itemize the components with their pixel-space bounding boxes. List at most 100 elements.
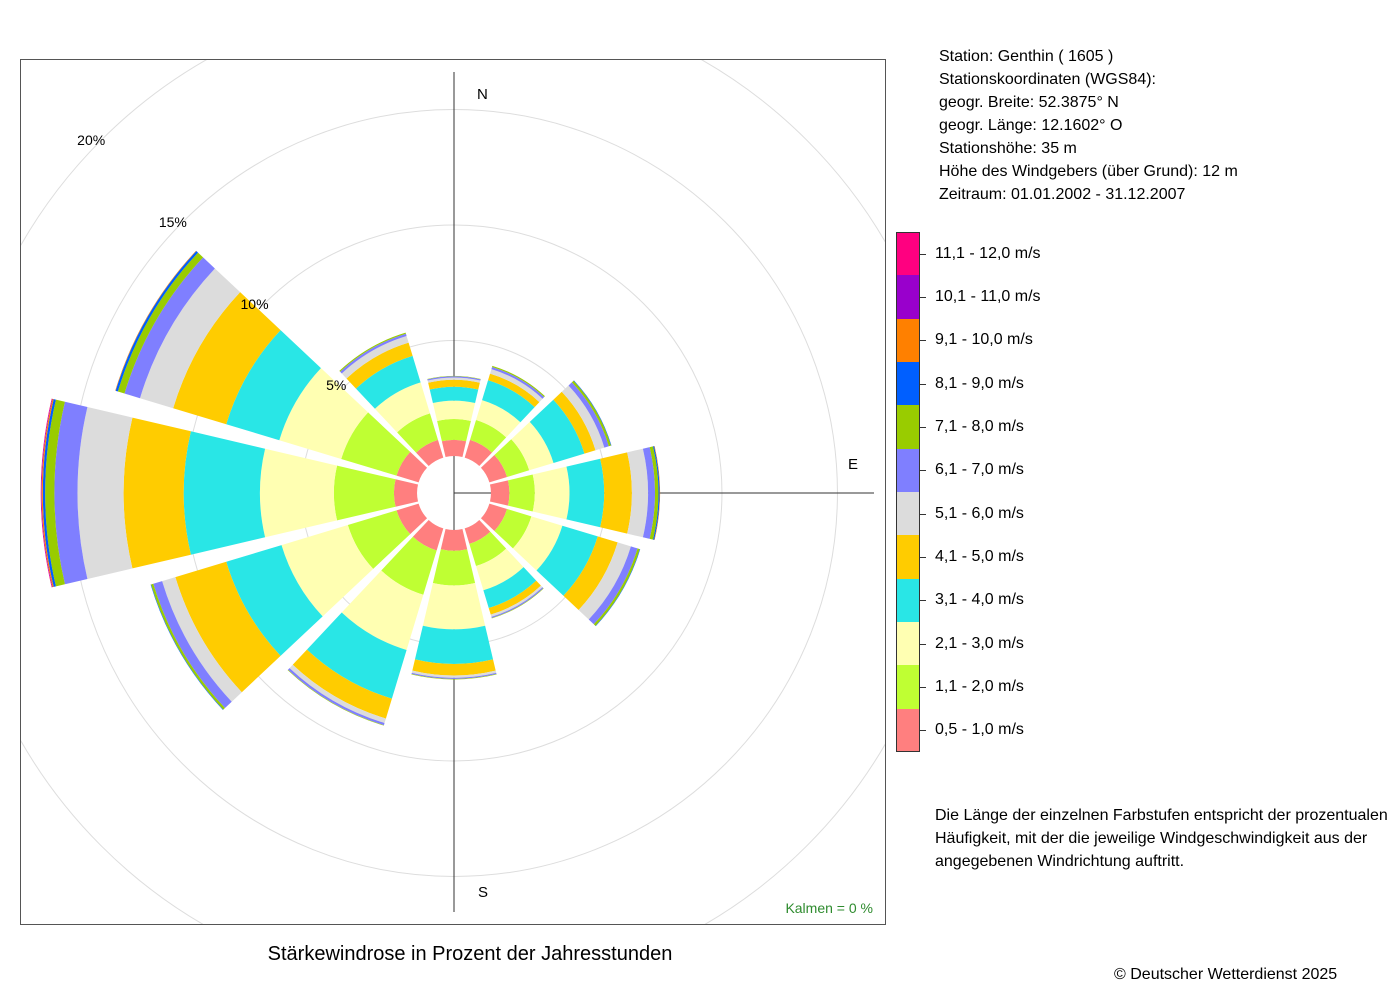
bar-segment [489, 480, 510, 506]
bar-segment [226, 330, 321, 441]
bar-segment [123, 417, 191, 569]
station-info: Station: Genthin ( 1605 ) Stationskoordi… [939, 45, 1238, 206]
bar-segment [393, 479, 419, 507]
legend-label: 6,1 - 7,0 m/s [935, 461, 1024, 479]
bar-segment [414, 625, 494, 664]
bar-segment [412, 659, 496, 676]
direction-bar-210 [287, 519, 444, 726]
bar-segment [281, 525, 374, 617]
bar-segment [183, 431, 266, 555]
compass-east-label: E [848, 456, 859, 473]
ring-label: 20% [77, 132, 106, 149]
bar-segment [259, 448, 338, 538]
legend-label: 9,1 - 10,0 m/s [935, 331, 1033, 349]
bar-segment [355, 355, 421, 409]
compass-north-label: N [477, 86, 488, 103]
station-latitude: geogr. Breite: 52.3875° N [939, 94, 1119, 111]
direction-bar-300 [115, 250, 428, 483]
direction-bar-180 [411, 528, 497, 680]
bar-segment [429, 386, 479, 404]
legend-tick [920, 557, 926, 558]
anemometer-height: Höhe des Windgebers (über Grund): 12 m [939, 163, 1238, 180]
legend-label: 10,1 - 11,0 m/s [935, 288, 1041, 305]
bar-segment [427, 376, 481, 381]
bar-segment [483, 567, 537, 608]
bar-segment [480, 455, 508, 483]
bar-segment [476, 400, 521, 438]
legend-label: 0,5 - 1,0 m/s [935, 721, 1024, 739]
bar-segment [563, 536, 618, 611]
bar-segment [428, 379, 480, 390]
bar-segment [289, 664, 386, 723]
wind-bars [40, 250, 661, 726]
direction-bar-240 [150, 503, 428, 710]
bar-segment [427, 375, 481, 380]
bar-segment [42, 399, 56, 587]
direction-bar-90 [489, 445, 661, 541]
bar-segment [54, 401, 88, 585]
bar-segment [440, 528, 468, 551]
direction-bar-330 [339, 332, 444, 467]
station-elevation: Stationshöhe: 35 m [939, 140, 1077, 157]
bar-segment [279, 368, 369, 459]
bar-segment [482, 380, 535, 423]
bar-segment [494, 439, 530, 477]
bar-segment [396, 503, 428, 535]
direction-bar-30 [464, 365, 545, 467]
bar-segment [476, 548, 524, 591]
bar-segment [553, 391, 596, 454]
bar-segment [588, 546, 638, 625]
bar-segment [653, 446, 660, 540]
bar-segment [571, 380, 612, 447]
bar-segment [77, 407, 133, 579]
bar-segment [593, 548, 640, 626]
compass-south-label: S [478, 884, 489, 901]
bar-segment [396, 451, 428, 483]
legend-frame [896, 232, 920, 752]
legend-tick [920, 643, 926, 645]
bar-segment [41, 398, 53, 588]
bar-segment [139, 268, 241, 409]
legend-label: 1,1 - 2,0 m/s [935, 678, 1024, 695]
bar-segment [600, 452, 632, 534]
explanation-note: Die Länge der einzelnen Farbstufen entsp… [935, 804, 1395, 873]
note-line: angegebenen Windrichtung auftritt. [935, 853, 1185, 870]
bar-segment [341, 335, 409, 379]
note-line: Die Länge der einzelnen Farbstufen entsp… [935, 807, 1388, 824]
bar-segment [469, 531, 507, 566]
legend-label: 8,1 - 9,0 m/s [935, 374, 1024, 392]
bar-segment [292, 649, 392, 719]
legend-label: 4,1 - 5,0 m/s [935, 548, 1024, 565]
bar-segment [374, 382, 430, 433]
bar-segment [490, 585, 543, 617]
ring-label: 10% [240, 295, 269, 312]
bar-segment [411, 674, 497, 680]
speed-legend: 11,1 - 12,0 m/s 10,1 - 11,0 m/s 9,1 - 10,0… [896, 232, 1056, 752]
bar-segment [416, 439, 444, 467]
bar-segment [412, 519, 444, 551]
bar-segment [341, 412, 411, 476]
legend-tick [920, 600, 926, 602]
bar-segment [488, 580, 541, 615]
bar-segment [397, 413, 438, 453]
wind-rose-chart [21, 60, 885, 924]
legend-label: 11,1 - 12,0 m/s [935, 244, 1041, 262]
bar-segment [480, 503, 508, 531]
bar-segment [536, 525, 598, 596]
bar-segment [490, 369, 543, 403]
bar-segment [117, 252, 204, 394]
legend-tick [920, 340, 926, 342]
legend-tick [920, 470, 926, 472]
bar-segment [432, 549, 476, 586]
bar-segment [306, 612, 407, 699]
coords-heading: Stationskoordinaten (WGS84): [939, 71, 1156, 88]
direction-bar-60 [480, 380, 612, 483]
bar-segment [511, 421, 554, 471]
bar-segment [494, 509, 532, 549]
legend-tick [920, 297, 926, 298]
bar-segment [532, 466, 570, 520]
legend-tick [920, 253, 926, 255]
bar-segment [173, 292, 281, 425]
direction-bar-120 [480, 503, 641, 627]
bar-segment [411, 670, 497, 678]
